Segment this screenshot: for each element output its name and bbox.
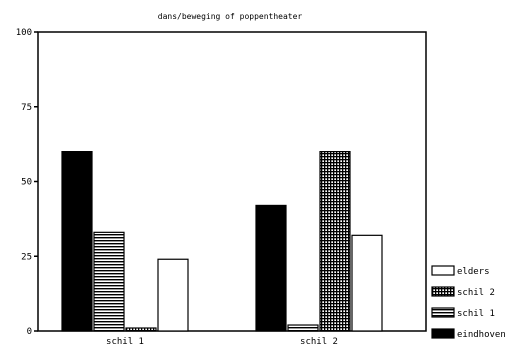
legend-label-eindhoven: eindhoven [457, 330, 506, 340]
legend: elders schil 2 schil 1 eindhoven [431, 265, 506, 340]
bar-eindhoven-schil-2 [255, 204, 287, 332]
legend-swatch-schil-2 [431, 286, 455, 297]
legend-label-elders: elders [457, 267, 490, 277]
y-tick-label: 100 [16, 28, 32, 38]
bar-schil-1-schil-1 [93, 231, 125, 332]
legend-swatch-eindhoven [431, 328, 455, 339]
chart-title: dans/beweging of poppentheater [158, 12, 303, 21]
y-tick-label: 0 [27, 327, 32, 337]
bar-elders-schil-1 [157, 258, 189, 332]
x-axis-labels: schil 1 schil 2 [106, 337, 338, 347]
y-tick-label: 75 [21, 103, 32, 113]
y-tick-label: 50 [21, 178, 32, 188]
y-tick-label: 25 [21, 252, 32, 262]
x-category-label: schil 2 [300, 337, 338, 347]
bar-elders-schil-2 [351, 234, 383, 332]
bars [61, 151, 383, 332]
legend-swatch-schil-1 [431, 307, 455, 318]
x-category-label: schil 1 [106, 337, 144, 347]
y-axis: 0 25 50 75 100 [16, 28, 38, 337]
legend-label-schil-2: schil 2 [457, 288, 495, 298]
bar-eindhoven-schil-1 [61, 151, 93, 332]
legend-swatch-elders [431, 265, 455, 276]
bar-schil-1-schil-2 [287, 324, 319, 332]
bar-schil-2-schil-2 [319, 151, 351, 332]
legend-label-schil-1: schil 1 [457, 309, 495, 319]
bar-schil-2-schil-1 [125, 327, 157, 332]
